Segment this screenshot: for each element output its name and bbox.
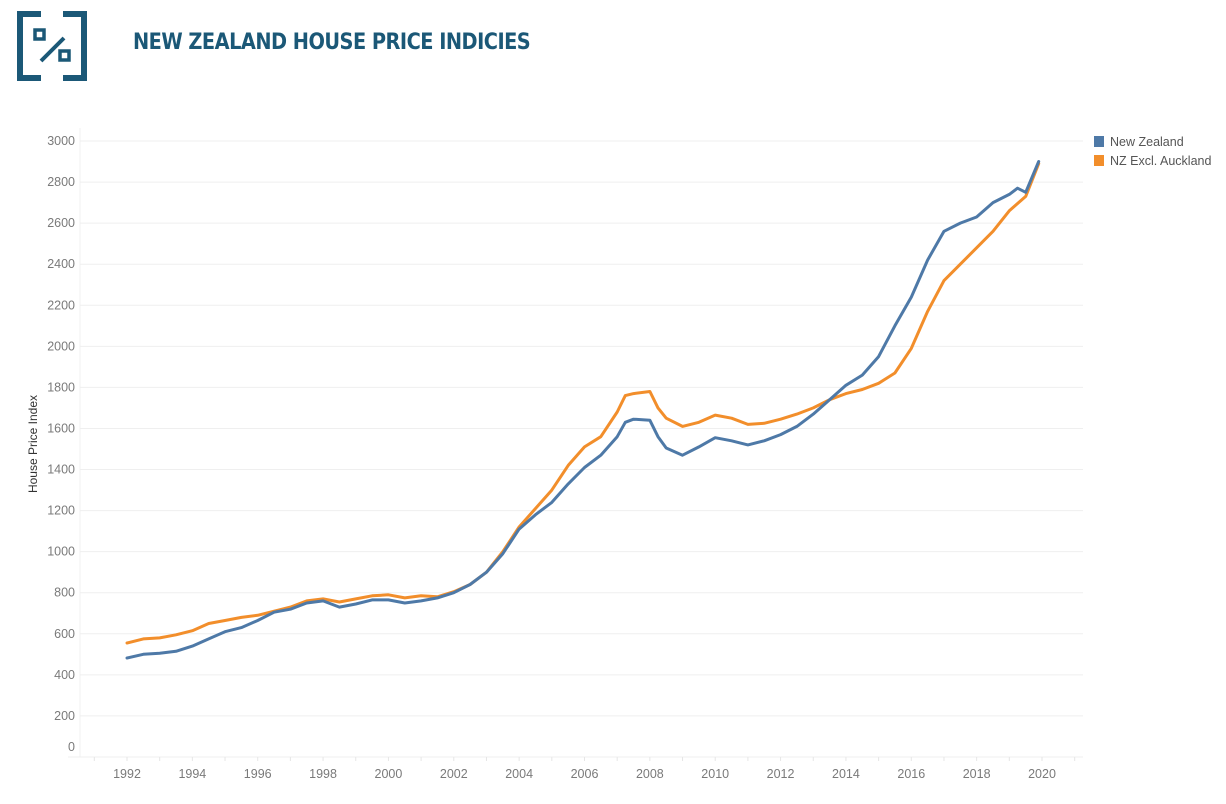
y-tick-label: 3000 bbox=[47, 134, 75, 148]
x-tick-label: 1994 bbox=[178, 767, 206, 781]
y-tick-label: 2800 bbox=[47, 175, 75, 189]
legend-swatch-nz-excl-auckland bbox=[1094, 155, 1104, 166]
y-tick-label: 1600 bbox=[47, 421, 75, 435]
logo bbox=[17, 11, 87, 81]
y-tick-label: 2600 bbox=[47, 216, 75, 230]
x-tick-label: 2012 bbox=[767, 767, 795, 781]
legend: New Zealand NZ Excl. Auckland bbox=[1094, 132, 1211, 170]
y-tick-label: 2200 bbox=[47, 298, 75, 312]
y-tick-label: 2400 bbox=[47, 257, 75, 271]
y-tick-label: 1000 bbox=[47, 545, 75, 559]
legend-swatch-new-zealand bbox=[1094, 136, 1104, 147]
series-line-new-zealand bbox=[125, 160, 1041, 660]
legend-item-nz-excl-auckland[interactable]: NZ Excl. Auckland bbox=[1094, 151, 1211, 170]
gridlines bbox=[68, 128, 1083, 758]
x-tick-label: 1998 bbox=[309, 767, 337, 781]
legend-label: New Zealand bbox=[1110, 134, 1184, 149]
x-tick-label: 2016 bbox=[897, 767, 925, 781]
page-title: NEW ZEALAND HOUSE PRICE INDICIES bbox=[133, 30, 531, 55]
y-tick-label: 2000 bbox=[47, 339, 75, 353]
x-tick-label: 1992 bbox=[113, 767, 141, 781]
legend-item-new-zealand[interactable]: New Zealand bbox=[1094, 132, 1211, 151]
y-tick-label: 800 bbox=[54, 586, 75, 600]
legend-label: NZ Excl. Auckland bbox=[1110, 153, 1212, 168]
y-tick-label: 1200 bbox=[47, 504, 75, 518]
x-tick-label: 2008 bbox=[636, 767, 664, 781]
percent-bracket-icon bbox=[17, 11, 87, 81]
x-tick-label: 2014 bbox=[832, 767, 860, 781]
plot-area bbox=[125, 160, 1041, 660]
x-axis: 1992 1994 1996 1998 2000 2002 2004 2006 2008 2010… bbox=[93, 757, 1076, 781]
y-tick-label: 200 bbox=[54, 709, 75, 723]
x-tick-label: 2002 bbox=[440, 767, 468, 781]
x-tick-label: 2000 bbox=[375, 767, 403, 781]
y-axis: 0 200 400 600 800 1000 1200 1400 1600 1800 2000 220… bbox=[47, 134, 75, 754]
y-tick-label: 400 bbox=[54, 668, 75, 682]
y-axis-title: House Price Index bbox=[26, 395, 40, 493]
x-tick-label: 2006 bbox=[571, 767, 599, 781]
y-tick-label: 1400 bbox=[47, 463, 75, 477]
x-tick-label: 2020 bbox=[1028, 767, 1056, 781]
x-tick-label: 2010 bbox=[701, 767, 729, 781]
x-tick-label: 2018 bbox=[963, 767, 991, 781]
y-tick-label: 1800 bbox=[47, 380, 75, 394]
series-line-nz-excl-auckland bbox=[125, 162, 1041, 645]
y-tick-label: 600 bbox=[54, 627, 75, 641]
y-tick-label: 0 bbox=[68, 740, 75, 754]
x-tick-label: 2004 bbox=[505, 767, 533, 781]
x-tick-label: 1996 bbox=[244, 767, 272, 781]
